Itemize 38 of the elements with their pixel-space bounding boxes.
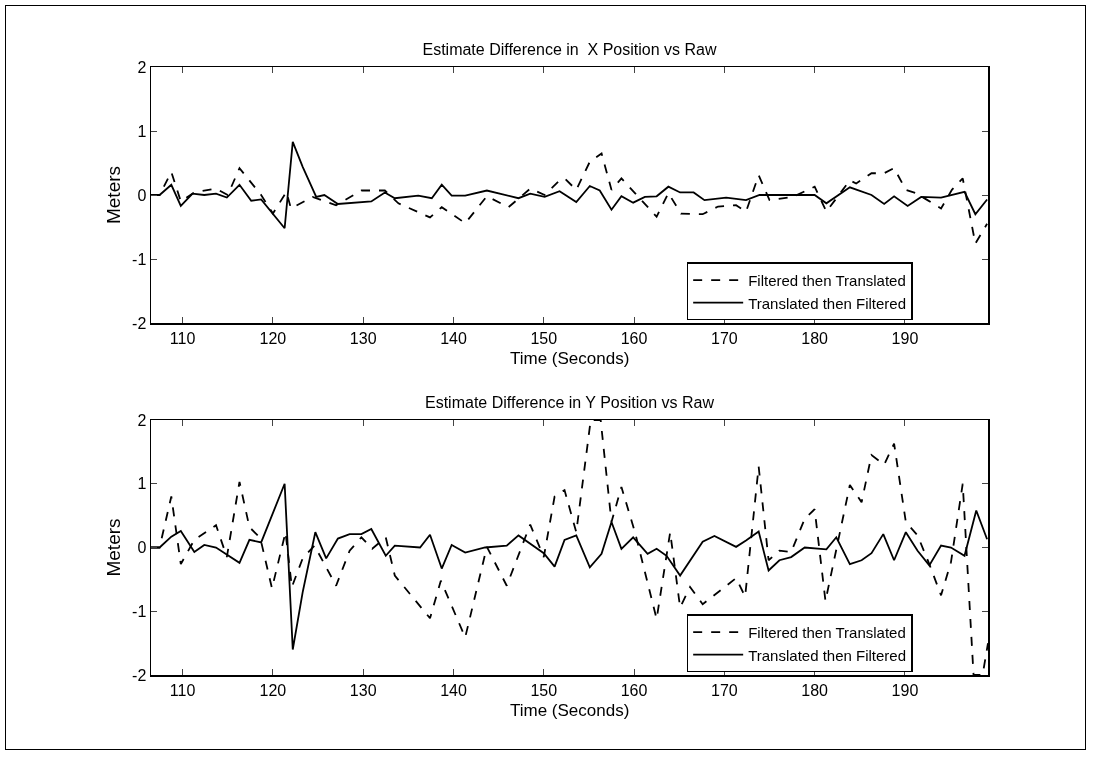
x-tick-label: 130 (349, 681, 377, 699)
legend-label: Filtered then Translated (748, 272, 906, 290)
x-tick-label: 150 (530, 329, 558, 347)
x-tick-label: 180 (801, 681, 829, 699)
x-tick-label: 110 (169, 329, 196, 347)
legend-label: Translated then Filtered (748, 294, 907, 312)
x-tick-label: 160 (620, 329, 648, 347)
x-axis-title: Time (Seconds) (510, 349, 630, 368)
x-tick-label: 170 (711, 681, 738, 699)
y-tick-label: -2 (132, 666, 147, 684)
y-axis-title: Meters (103, 165, 125, 225)
x-tick-label: 130 (349, 329, 377, 347)
x-tick-label: 110 (169, 681, 196, 699)
x-tick-label: 120 (259, 681, 287, 699)
y-tick-label: 2 (137, 58, 147, 76)
y-axis-title: Meters (103, 518, 125, 577)
y-tick-label: 2 (137, 411, 147, 429)
y-tick-label: 1 (137, 122, 147, 140)
x-tick-label: 120 (259, 329, 287, 347)
y-tick-label: -1 (132, 602, 147, 620)
y-tick-label: 0 (137, 539, 147, 557)
y-tick-label: -1 (132, 250, 147, 268)
chart-title: Estimate Difference in X Position vs Raw (422, 41, 717, 58)
chart-title: Estimate Difference in Y Position vs Raw (424, 394, 715, 411)
x-axis-title: Time (Seconds) (510, 701, 630, 720)
x-tick-label: 160 (620, 681, 648, 699)
y-tick-label: 1 (137, 475, 147, 493)
x-tick-label: 140 (440, 329, 467, 347)
legend-label: Translated then Filtered (748, 646, 907, 664)
x-tick-label: 180 (801, 329, 829, 347)
x-tick-label: 150 (530, 681, 558, 699)
legend-label: Filtered then Translated (748, 624, 906, 642)
x-tick-label: 170 (711, 329, 738, 347)
y-tick-label: 0 (137, 186, 147, 204)
x-tick-label: 190 (891, 329, 919, 347)
x-tick-label: 140 (440, 681, 467, 699)
x-tick-label: 190 (891, 681, 919, 699)
y-tick-label: -2 (132, 314, 147, 332)
